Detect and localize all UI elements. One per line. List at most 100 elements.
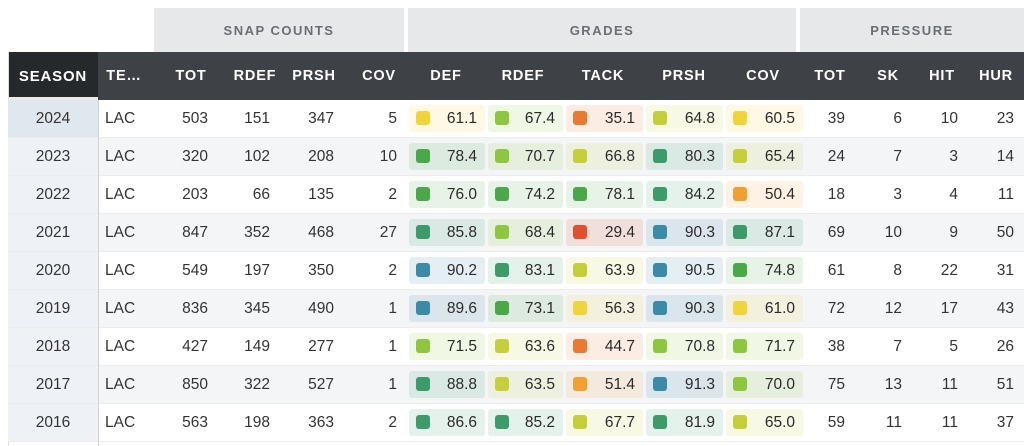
pressure-tot-cell: 38 (827, 337, 845, 355)
grade-value: 66.8 (604, 147, 635, 165)
column-header-grade-cov[interactable]: COV (746, 68, 780, 84)
grade-color-swatch (733, 225, 747, 239)
grade-chip-def: 85.8 (409, 219, 485, 246)
table-row[interactable]: 2018 LAC 427 149 277 1 71.5 63.6 44.7 70.8 71.7 38 7… (8, 328, 1024, 366)
column-header-grade-def[interactable]: DEF (430, 68, 462, 84)
snap-rdef-cell: 198 (244, 413, 270, 431)
grade-value: 86.6 (446, 413, 477, 431)
column-header-snap-tot[interactable]: TOT (175, 68, 207, 84)
pressure-hur-cell: 37 (996, 413, 1014, 431)
snap-cov-cell: 10 (379, 147, 397, 165)
column-header-grade-prsh[interactable]: PRSH (662, 68, 706, 84)
table-row[interactable]: 2022 LAC 203 66 135 2 76.0 74.2 78.1 84.2 50.4 18 3 4… (8, 176, 1024, 214)
grade-chip-rdef: 68.4 (488, 219, 563, 246)
grade-value: 81.9 (684, 413, 715, 431)
column-header-season[interactable]: SEASON (8, 52, 98, 100)
pressure-sk-cell: 13 (884, 375, 902, 393)
grade-color-swatch (653, 187, 667, 201)
column-header-pressure-sk[interactable]: SK (877, 68, 899, 84)
grade-color-swatch (416, 339, 430, 353)
snap-rdef-cell: 66 (252, 185, 270, 203)
pressure-sk-cell: 7 (893, 147, 902, 165)
snap-tot-cell: 563 (182, 413, 208, 431)
column-header-pressure-hit[interactable]: HIT (929, 68, 955, 84)
grade-chip-tack: 56.3 (566, 295, 643, 322)
grade-value: 44.7 (604, 337, 635, 355)
grade-color-swatch (416, 415, 430, 429)
pressure-hit-cell: 17 (940, 299, 958, 317)
grade-color-swatch (416, 149, 430, 163)
grade-color-swatch (495, 377, 509, 391)
grade-color-swatch (416, 263, 430, 277)
team-cell: LAC (105, 337, 136, 355)
grade-chip-tack: 44.7 (566, 333, 643, 360)
grade-chip-cov: 74.8 (726, 257, 803, 284)
table-row[interactable]: 2020 LAC 549 197 350 2 90.2 83.1 63.9 90.5 74.8 61 8… (8, 252, 1024, 290)
grade-chip-cov: 65.0 (726, 409, 803, 436)
grade-value: 90.5 (684, 261, 715, 279)
grade-value: 74.8 (764, 261, 795, 279)
pressure-tot-cell: 72 (827, 299, 845, 317)
snap-cov-cell: 2 (388, 413, 397, 431)
snap-prsh-cell: 208 (308, 147, 334, 165)
table-row[interactable]: 2021 LAC 847 352 468 27 85.8 68.4 29.4 90.3 87.1 69… (8, 214, 1024, 252)
grade-color-swatch (733, 263, 747, 277)
grade-value: 29.4 (604, 223, 635, 241)
grade-chip-tack: 66.8 (566, 143, 643, 170)
table-row[interactable]: 2019 LAC 836 345 490 1 89.6 73.1 56.3 90.3 61.0 72 1… (8, 290, 1024, 328)
grade-value: 91.3 (684, 375, 715, 393)
table-row[interactable]: 2023 LAC 320 102 208 10 78.4 70.7 66.8 80.3 65.4 24… (8, 138, 1024, 176)
column-header-pressure-tot[interactable]: TOT (814, 68, 846, 84)
grade-color-swatch (733, 187, 747, 201)
grade-color-swatch (573, 415, 587, 429)
grade-chip-tack: 63.9 (566, 257, 643, 284)
grade-chip-prsh: 80.3 (646, 143, 723, 170)
grade-value: 74.2 (524, 185, 555, 203)
column-header-grade-tack[interactable]: TACK (581, 68, 625, 84)
grade-value: 35.1 (604, 109, 635, 127)
grade-chip-def: 90.2 (409, 257, 485, 284)
column-header-team[interactable]: TE… (106, 68, 142, 84)
column-header-grade-rdef[interactable]: RDEF (501, 68, 545, 84)
grade-chip-tack: 29.4 (566, 219, 643, 246)
grade-color-swatch (733, 339, 747, 353)
grade-color-swatch (416, 225, 430, 239)
column-header-snap-rdef[interactable]: RDEF (233, 68, 277, 84)
snap-cov-cell: 2 (388, 185, 397, 203)
grade-color-swatch (733, 149, 747, 163)
grade-color-swatch (416, 377, 430, 391)
grade-chip-rdef: 85.2 (488, 409, 563, 436)
snap-rdef-cell: 345 (244, 299, 270, 317)
pressure-tot-cell: 69 (827, 223, 845, 241)
grade-value: 65.0 (764, 413, 795, 431)
grade-chip-rdef: 63.6 (488, 333, 563, 360)
snap-tot-cell: 549 (182, 261, 208, 279)
grade-chip-tack: 35.1 (566, 105, 643, 132)
column-header-snap-cov[interactable]: COV (362, 68, 396, 84)
season-cell: 2024 (8, 100, 98, 137)
snap-prsh-cell: 277 (308, 337, 334, 355)
season-cell: 2019 (8, 290, 98, 327)
snap-rdef-cell: 102 (244, 147, 270, 165)
pressure-sk-cell: 11 (885, 413, 902, 431)
grade-value: 90.2 (446, 261, 477, 279)
column-header-pressure-hur[interactable]: HUR (979, 68, 1013, 84)
table-row[interactable]: 2024 LAC 503 151 347 5 61.1 67.4 35.1 64.8 60.5 39 6… (8, 100, 1024, 138)
grade-color-swatch (416, 111, 430, 125)
grade-color-swatch (733, 415, 747, 429)
pressure-sk-cell: 6 (893, 109, 902, 127)
grade-value: 78.1 (604, 185, 635, 203)
grade-chip-cov: 65.4 (726, 143, 803, 170)
grade-chip-cov: 50.4 (726, 181, 803, 208)
pressure-hit-cell: 9 (949, 223, 958, 241)
grade-chip-cov: 87.1 (726, 219, 803, 246)
grade-value: 60.5 (764, 109, 795, 127)
table-row[interactable]: 2017 LAC 850 322 527 1 88.8 63.5 51.4 91.3 70.0 75 1… (8, 366, 1024, 404)
column-header-snap-prsh[interactable]: PRSH (292, 68, 336, 84)
grade-chip-prsh: 81.9 (646, 409, 723, 436)
table-row[interactable]: 2016 LAC 563 198 363 2 86.6 85.2 67.7 81.9 65.0 59 1… (8, 404, 1024, 442)
grade-value: 50.4 (764, 185, 795, 203)
grade-color-swatch (573, 339, 587, 353)
season-cell: 2017 (8, 366, 98, 403)
grade-chip-tack: 78.1 (566, 181, 643, 208)
